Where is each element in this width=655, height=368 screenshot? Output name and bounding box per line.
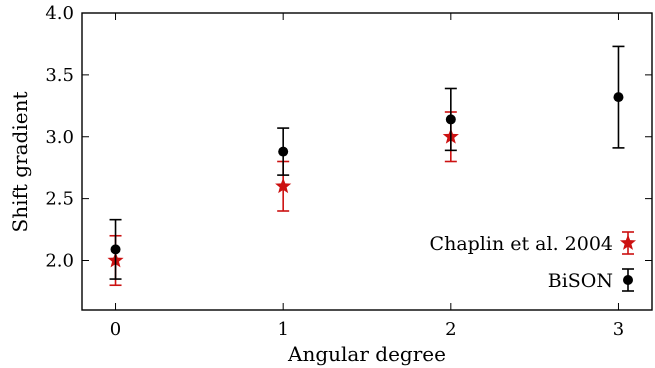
x-tick-label: 2 — [445, 319, 456, 340]
y-tick-label: 2.0 — [45, 251, 74, 272]
series-bison — [109, 45, 625, 280]
data-point — [278, 146, 289, 157]
y-tick-label: 3.5 — [45, 65, 74, 86]
x-tick-label: 0 — [110, 319, 121, 340]
y-tick-label: 2.5 — [45, 189, 74, 210]
legend-entry: BiSON — [548, 268, 634, 292]
data-point — [613, 92, 624, 103]
legend-label: BiSON — [548, 270, 613, 292]
legend-marker — [619, 234, 637, 250]
legend-label: Chaplin et al. 2004 — [430, 233, 613, 255]
y-tick-label: 3.0 — [45, 127, 74, 148]
x-axis-label: Angular degree — [287, 342, 446, 366]
data-point — [110, 244, 121, 255]
y-tick-label: 4.0 — [45, 3, 74, 24]
y-axis-label: Shift gradient — [8, 91, 32, 232]
axis-ticks: 0 1 2 3 2.0 2.5 3.0 3.5 4.0 — [45, 3, 652, 340]
data-marks — [107, 45, 625, 287]
legend: Chaplin et al. 2004 BiSON — [430, 231, 637, 292]
legend-entry: Chaplin et al. 2004 — [430, 231, 637, 255]
x-tick-label: 1 — [277, 319, 288, 340]
plot-frame — [81, 12, 653, 311]
data-point — [445, 114, 456, 125]
x-tick-label: 3 — [613, 319, 624, 340]
legend-marker — [623, 275, 633, 285]
data-point — [275, 177, 292, 194]
